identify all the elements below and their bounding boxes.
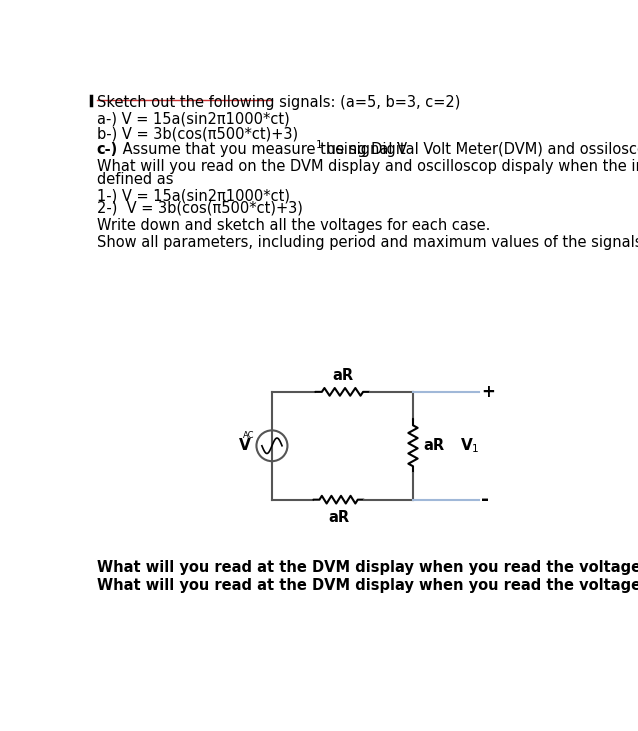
Text: aR: aR: [328, 510, 349, 526]
Text: using Digital Volt Meter(DVM) and ossiloscope.: using Digital Volt Meter(DVM) and ossilo…: [322, 143, 638, 157]
Text: aR: aR: [424, 439, 445, 453]
Text: 1-) V = 15a(sin2π1000*ct): 1-) V = 15a(sin2π1000*ct): [97, 189, 290, 204]
Text: defined as: defined as: [97, 172, 174, 186]
Text: aR: aR: [332, 368, 353, 383]
Text: V: V: [239, 439, 250, 453]
Text: a-) V = 15a(sin2π1000*ct): a-) V = 15a(sin2π1000*ct): [97, 112, 290, 126]
Text: AC: AC: [244, 431, 255, 439]
Text: c-): c-): [97, 143, 118, 157]
Text: What will you read at the DVM display when you read the voltages at DC range: What will you read at the DVM display wh…: [97, 578, 638, 594]
Text: Write down and sketch all the voltages for each case.: Write down and sketch all the voltages f…: [97, 218, 490, 233]
Text: Sketch out the following signals: (a=5, b=3, c=2): Sketch out the following signals: (a=5, …: [97, 94, 460, 110]
Text: +: +: [481, 383, 495, 401]
Text: -: -: [481, 491, 489, 510]
Text: 1: 1: [316, 140, 323, 150]
Text: V$_1$: V$_1$: [459, 436, 479, 455]
Text: What will you read on the DVM display and oscilloscop dispaly when the input vol: What will you read on the DVM display an…: [97, 159, 638, 174]
Text: b-) V = 3b(cos(π500*ct)+3): b-) V = 3b(cos(π500*ct)+3): [97, 127, 298, 142]
Text: 2-)  V = 3b(cos(π500*ct)+3): 2-) V = 3b(cos(π500*ct)+3): [97, 201, 302, 216]
Text: Show all parameters, including period and maximum values of the signals.: Show all parameters, including period an…: [97, 235, 638, 250]
Text: What will you read at the DVM display when you read the voltages at AC mode: What will you read at the DVM display wh…: [97, 560, 638, 575]
Text: Assume that you measure the signal V: Assume that you measure the signal V: [119, 143, 408, 157]
